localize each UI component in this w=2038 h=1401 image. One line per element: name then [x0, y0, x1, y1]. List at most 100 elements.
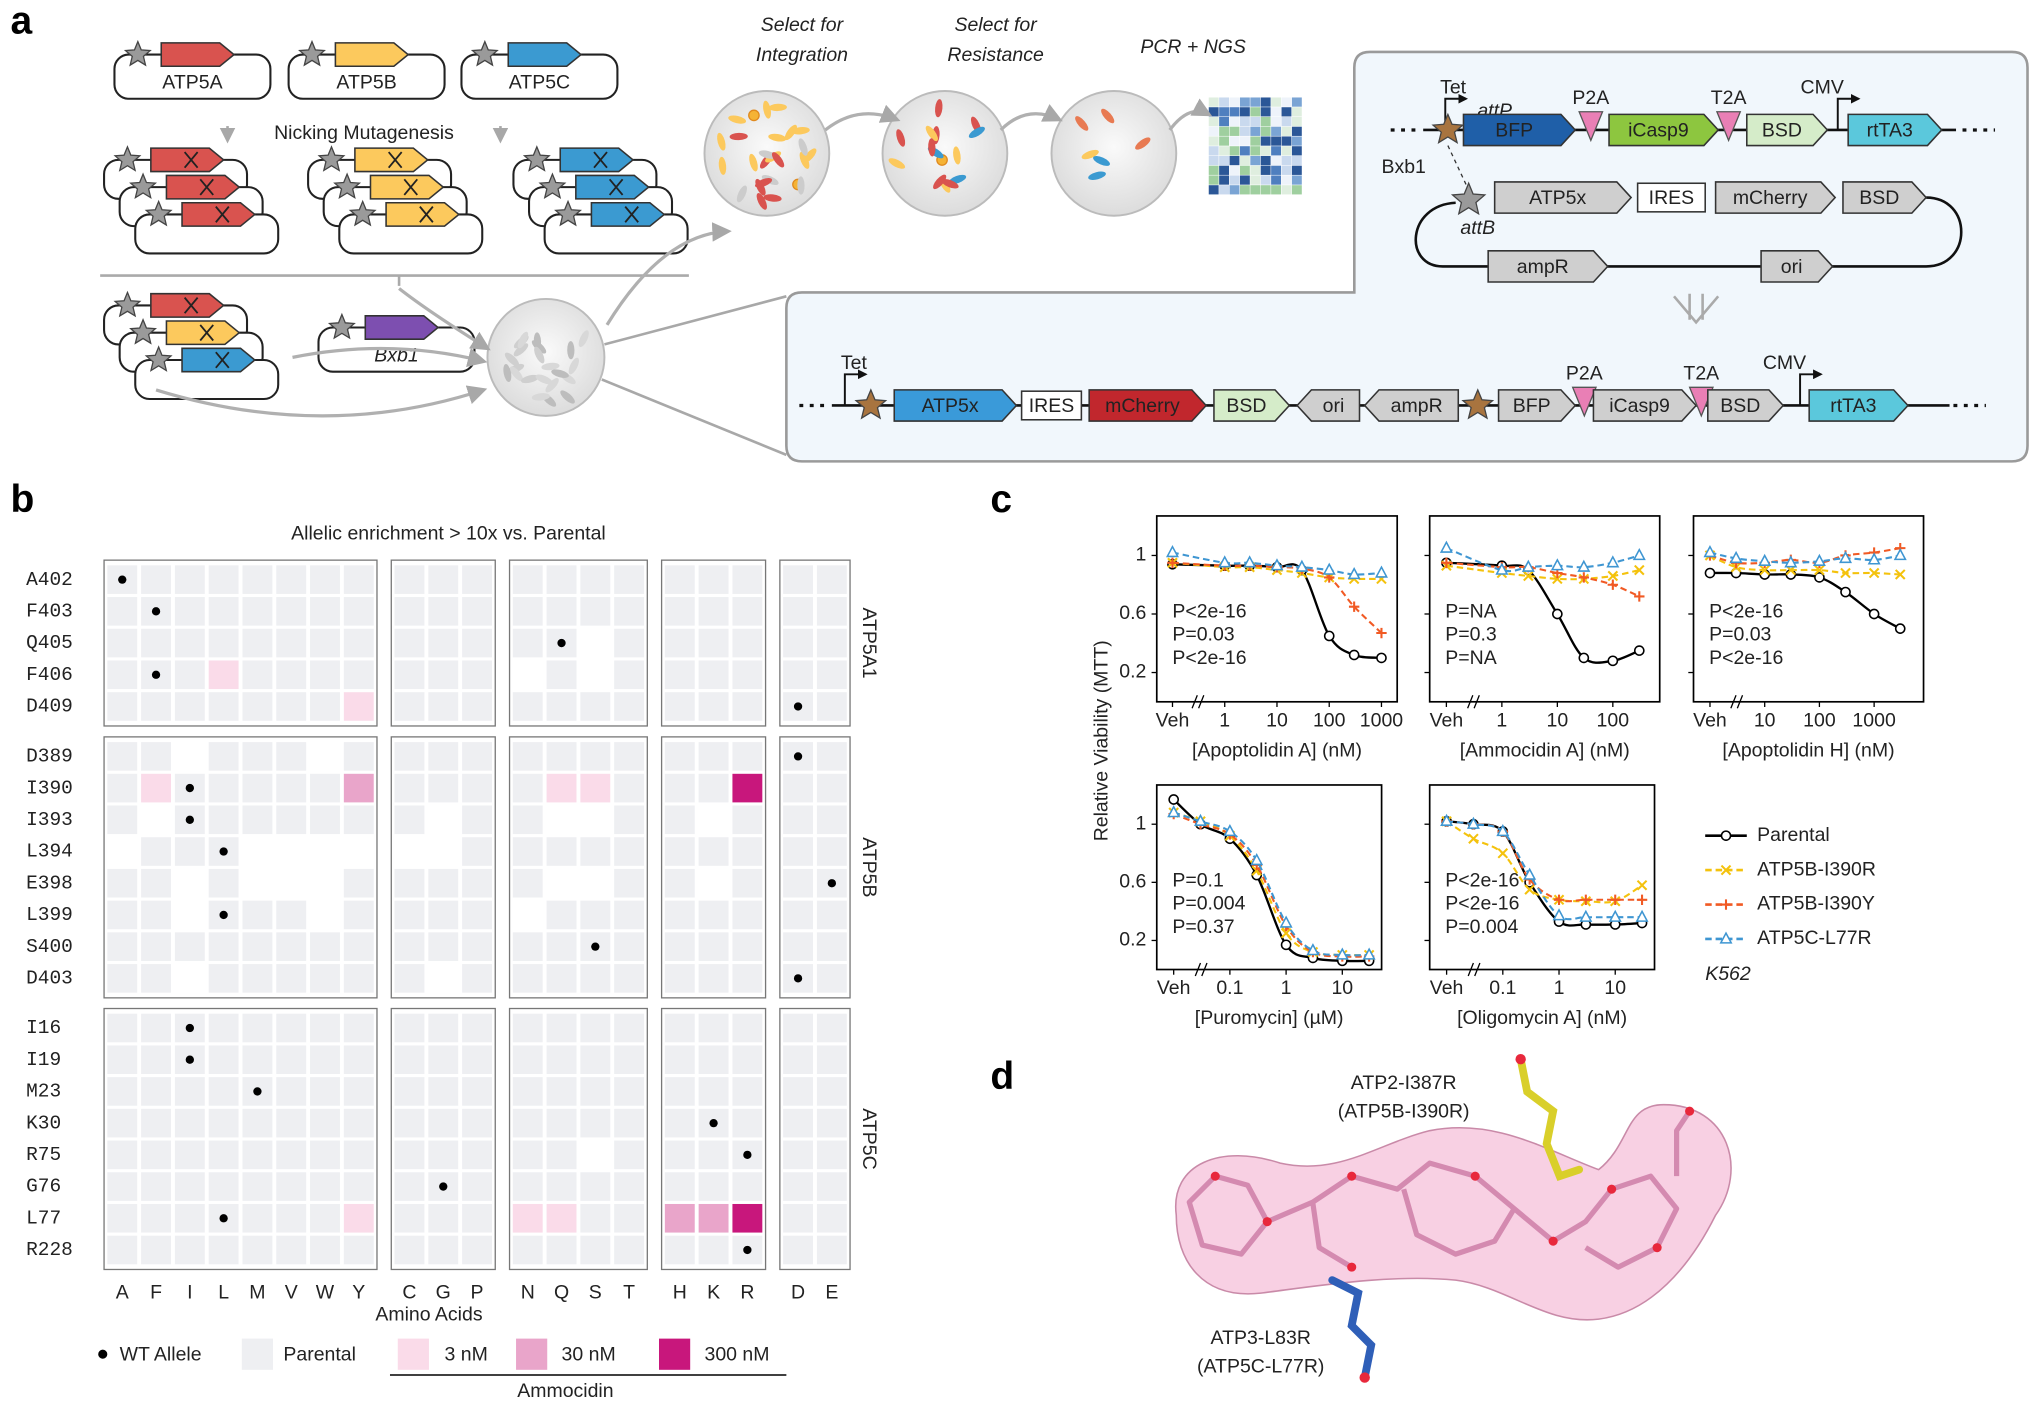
- ngs-cell: [1281, 116, 1292, 127]
- flow-arrow: [155, 385, 488, 418]
- heat-cell: [343, 773, 374, 803]
- heat-cell: [546, 1172, 577, 1201]
- residue-label: ATP3-L83R: [1211, 1327, 1311, 1349]
- heat-cell: [546, 1108, 577, 1138]
- heat-cell: [428, 1108, 459, 1138]
- heat-cell: [614, 660, 645, 690]
- heat-cell: [310, 1203, 340, 1233]
- residue-label: ATP2-I387R: [1351, 1072, 1457, 1094]
- cell: [749, 153, 758, 172]
- ngs-cell: [1291, 146, 1302, 156]
- ngs-cell: [1271, 155, 1282, 166]
- star: [298, 39, 326, 67]
- point: [1868, 608, 1880, 620]
- point: [1729, 550, 1743, 564]
- heat-cell: [174, 837, 205, 866]
- cell: [798, 138, 808, 156]
- heat-cell: [462, 597, 493, 626]
- row-label: A402: [26, 569, 73, 591]
- heat-cell: [107, 964, 138, 993]
- element-label: BSD: [1226, 395, 1266, 417]
- x-axis-label: [Apoptolidin A] (nM): [1192, 739, 1362, 761]
- heat-cell: [614, 565, 645, 594]
- point: [1894, 569, 1906, 580]
- heat-cell: [580, 597, 611, 626]
- point: [1243, 555, 1257, 568]
- oxygen: [1548, 1236, 1558, 1246]
- heat-cell: [428, 742, 459, 771]
- heat-cell: [394, 773, 425, 803]
- facet-label: ATP5B: [858, 837, 880, 897]
- heat-cell: [343, 597, 374, 626]
- cell: [717, 132, 726, 151]
- row-label: L394: [26, 841, 73, 863]
- cell: [517, 331, 529, 349]
- heat-cell: [614, 868, 645, 898]
- ngs-cell: [1271, 136, 1282, 146]
- heat-cell: [664, 1045, 695, 1075]
- heat-cell: [428, 900, 459, 930]
- x-tick-label: 10: [1754, 709, 1776, 731]
- heat-cell: [276, 1172, 307, 1201]
- heat-cell: [174, 597, 205, 626]
- ngs-cell: [1271, 107, 1282, 117]
- plasmid-label: ATP5C: [509, 71, 570, 93]
- p-value: P<2e-16: [1172, 647, 1246, 669]
- ngs-cell: [1260, 126, 1271, 136]
- ngs-cell: [1219, 126, 1230, 136]
- heat-cell: [462, 964, 493, 993]
- heat-cell: [783, 1045, 814, 1075]
- residue-label: (ATP5B-I390R): [1338, 1101, 1470, 1123]
- heat-cell: [783, 900, 814, 930]
- x-tick-label: W: [316, 1281, 335, 1303]
- ngs-cell: [1250, 175, 1261, 185]
- gene-arrow: [559, 147, 635, 173]
- dish: [486, 297, 606, 417]
- heat-cell: [343, 932, 374, 961]
- point: [1523, 570, 1534, 582]
- oxygen: [1262, 1217, 1272, 1227]
- y-tick-label: 0.6: [1119, 870, 1146, 892]
- point: [1607, 655, 1619, 667]
- star: [113, 145, 142, 172]
- ngs-cell: [1250, 97, 1261, 107]
- heat-cell: [107, 805, 138, 835]
- heat-cell: [580, 1172, 611, 1201]
- heat-cell: [783, 628, 814, 658]
- cell: [928, 138, 936, 157]
- heat-cell: [343, 742, 374, 771]
- point: [1439, 540, 1453, 553]
- ngs-cell: [1239, 136, 1250, 146]
- heat-cell: [310, 1235, 340, 1265]
- heat-cell: [698, 1172, 729, 1201]
- axis-break: [1730, 695, 1744, 709]
- heat-cell: [614, 628, 645, 658]
- heat-cell: [546, 692, 577, 721]
- linker: [1715, 111, 1742, 143]
- heat-cell: [394, 742, 425, 771]
- heat-cell: [664, 565, 695, 594]
- element-label: T2A: [1711, 87, 1747, 109]
- cell: [545, 378, 559, 393]
- ngs-cell: [1260, 107, 1271, 117]
- ngs-cell: [1219, 136, 1230, 146]
- heat-cell: [208, 597, 239, 626]
- x-tick-label: 1: [1496, 709, 1507, 731]
- ngs-cell: [1219, 185, 1230, 195]
- heat-cell: [310, 964, 340, 993]
- wt-dot: [185, 1023, 194, 1033]
- y-axis-label: Relative Viability (MTT): [1090, 640, 1112, 841]
- heat-cell: [698, 660, 729, 690]
- p-value: P=0.03: [1172, 624, 1234, 646]
- residue-tip: [1359, 1372, 1370, 1383]
- gene-arrow: [1213, 389, 1291, 422]
- heat-cell: [428, 628, 459, 658]
- mutation-mark: [593, 151, 608, 169]
- heat-cell: [141, 1013, 171, 1043]
- heat-cell: [208, 742, 239, 771]
- heat-cell: [428, 565, 459, 594]
- fit-line: [1709, 554, 1901, 576]
- heat-cell: [394, 1013, 425, 1043]
- heat-cell: [242, 932, 273, 961]
- row-label: I19: [26, 1049, 61, 1071]
